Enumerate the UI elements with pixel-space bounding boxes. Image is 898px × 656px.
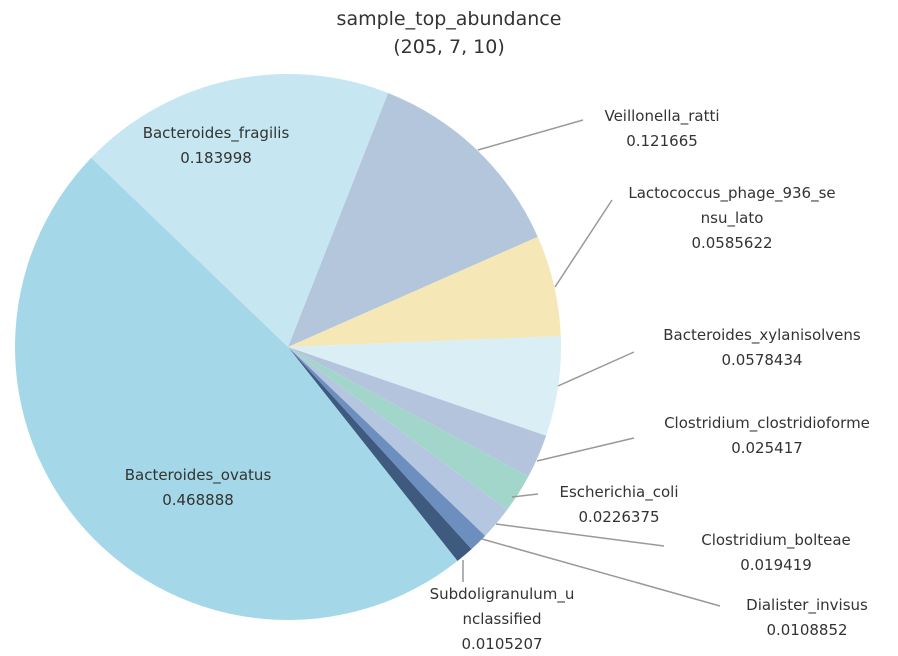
slice-name: Bacteroides_fragilis <box>142 124 290 142</box>
pie-slice <box>288 347 547 477</box>
leader-line <box>481 538 721 607</box>
chart-subtitle: (205, 7, 10) <box>393 36 505 58</box>
leader-line <box>495 523 665 547</box>
slice-value: 0.468888 <box>162 491 234 509</box>
slice-value: 0.0578434 <box>721 351 803 369</box>
slice-label: Clostridium_clostridioforme 0.025417 <box>632 411 898 461</box>
slice-name: Bacteroides_ovatus <box>124 466 272 484</box>
slice-value: 0.183998 <box>180 149 252 167</box>
slice-value: 0.0105207 <box>461 635 543 653</box>
pie-slice <box>288 347 486 550</box>
slice-name: Lactococcus_phage_936_sensu_lato <box>628 184 836 227</box>
pie-slice <box>288 336 561 436</box>
slice-label: Clostridium_bolteae 0.019419 <box>671 528 881 578</box>
slice-label: Bacteroides_ovatus 0.468888 <box>78 463 318 513</box>
leader-line <box>557 351 635 387</box>
leader-line <box>511 493 539 498</box>
slice-value: 0.121665 <box>626 132 698 150</box>
slice-value: 0.025417 <box>731 439 803 457</box>
chart-title: sample_top_abundance <box>336 8 562 30</box>
pie-slice <box>14 157 458 621</box>
leader-line <box>477 119 584 151</box>
slice-name: Subdoligranulum_unclassified <box>429 585 575 628</box>
pie-slice <box>288 347 472 562</box>
slice-name: Bacteroides_xylanisolvens <box>663 326 861 344</box>
pie-slice <box>288 347 529 510</box>
pie-slice <box>288 347 508 536</box>
slice-label: Escherichia_coli 0.0226375 <box>534 480 704 530</box>
slice-label: Veillonella_ratti 0.121665 <box>562 104 762 154</box>
slice-label: Bacteroides_xylanisolvens 0.0578434 <box>632 323 892 373</box>
pie-slice <box>288 92 538 347</box>
slice-value: 0.0226375 <box>578 508 660 526</box>
slice-label: Lactococcus_phage_936_sensu_lato 0.058562… <box>625 181 840 256</box>
leader-line <box>536 437 635 462</box>
slice-value: 0.019419 <box>740 556 812 574</box>
slice-name: Clostridium_clostridioforme <box>664 414 870 432</box>
slice-value: 0.0108852 <box>766 621 848 639</box>
slice-label: Dialister_invisus 0.0108852 <box>717 593 897 643</box>
leader-line <box>554 199 613 288</box>
pie-slice <box>288 236 561 347</box>
slice-name: Escherichia_coli <box>559 483 679 501</box>
slice-value: 0.0585622 <box>691 234 773 252</box>
slice-name: Veillonella_ratti <box>604 107 720 125</box>
slice-label: Subdoligranulum_unclassified 0.0105207 <box>427 582 577 656</box>
slice-name: Dialister_invisus <box>746 596 868 614</box>
slice-label: Bacteroides_fragilis 0.183998 <box>116 121 316 171</box>
slice-name: Clostridium_bolteae <box>701 531 851 549</box>
pie-slice <box>91 74 389 348</box>
